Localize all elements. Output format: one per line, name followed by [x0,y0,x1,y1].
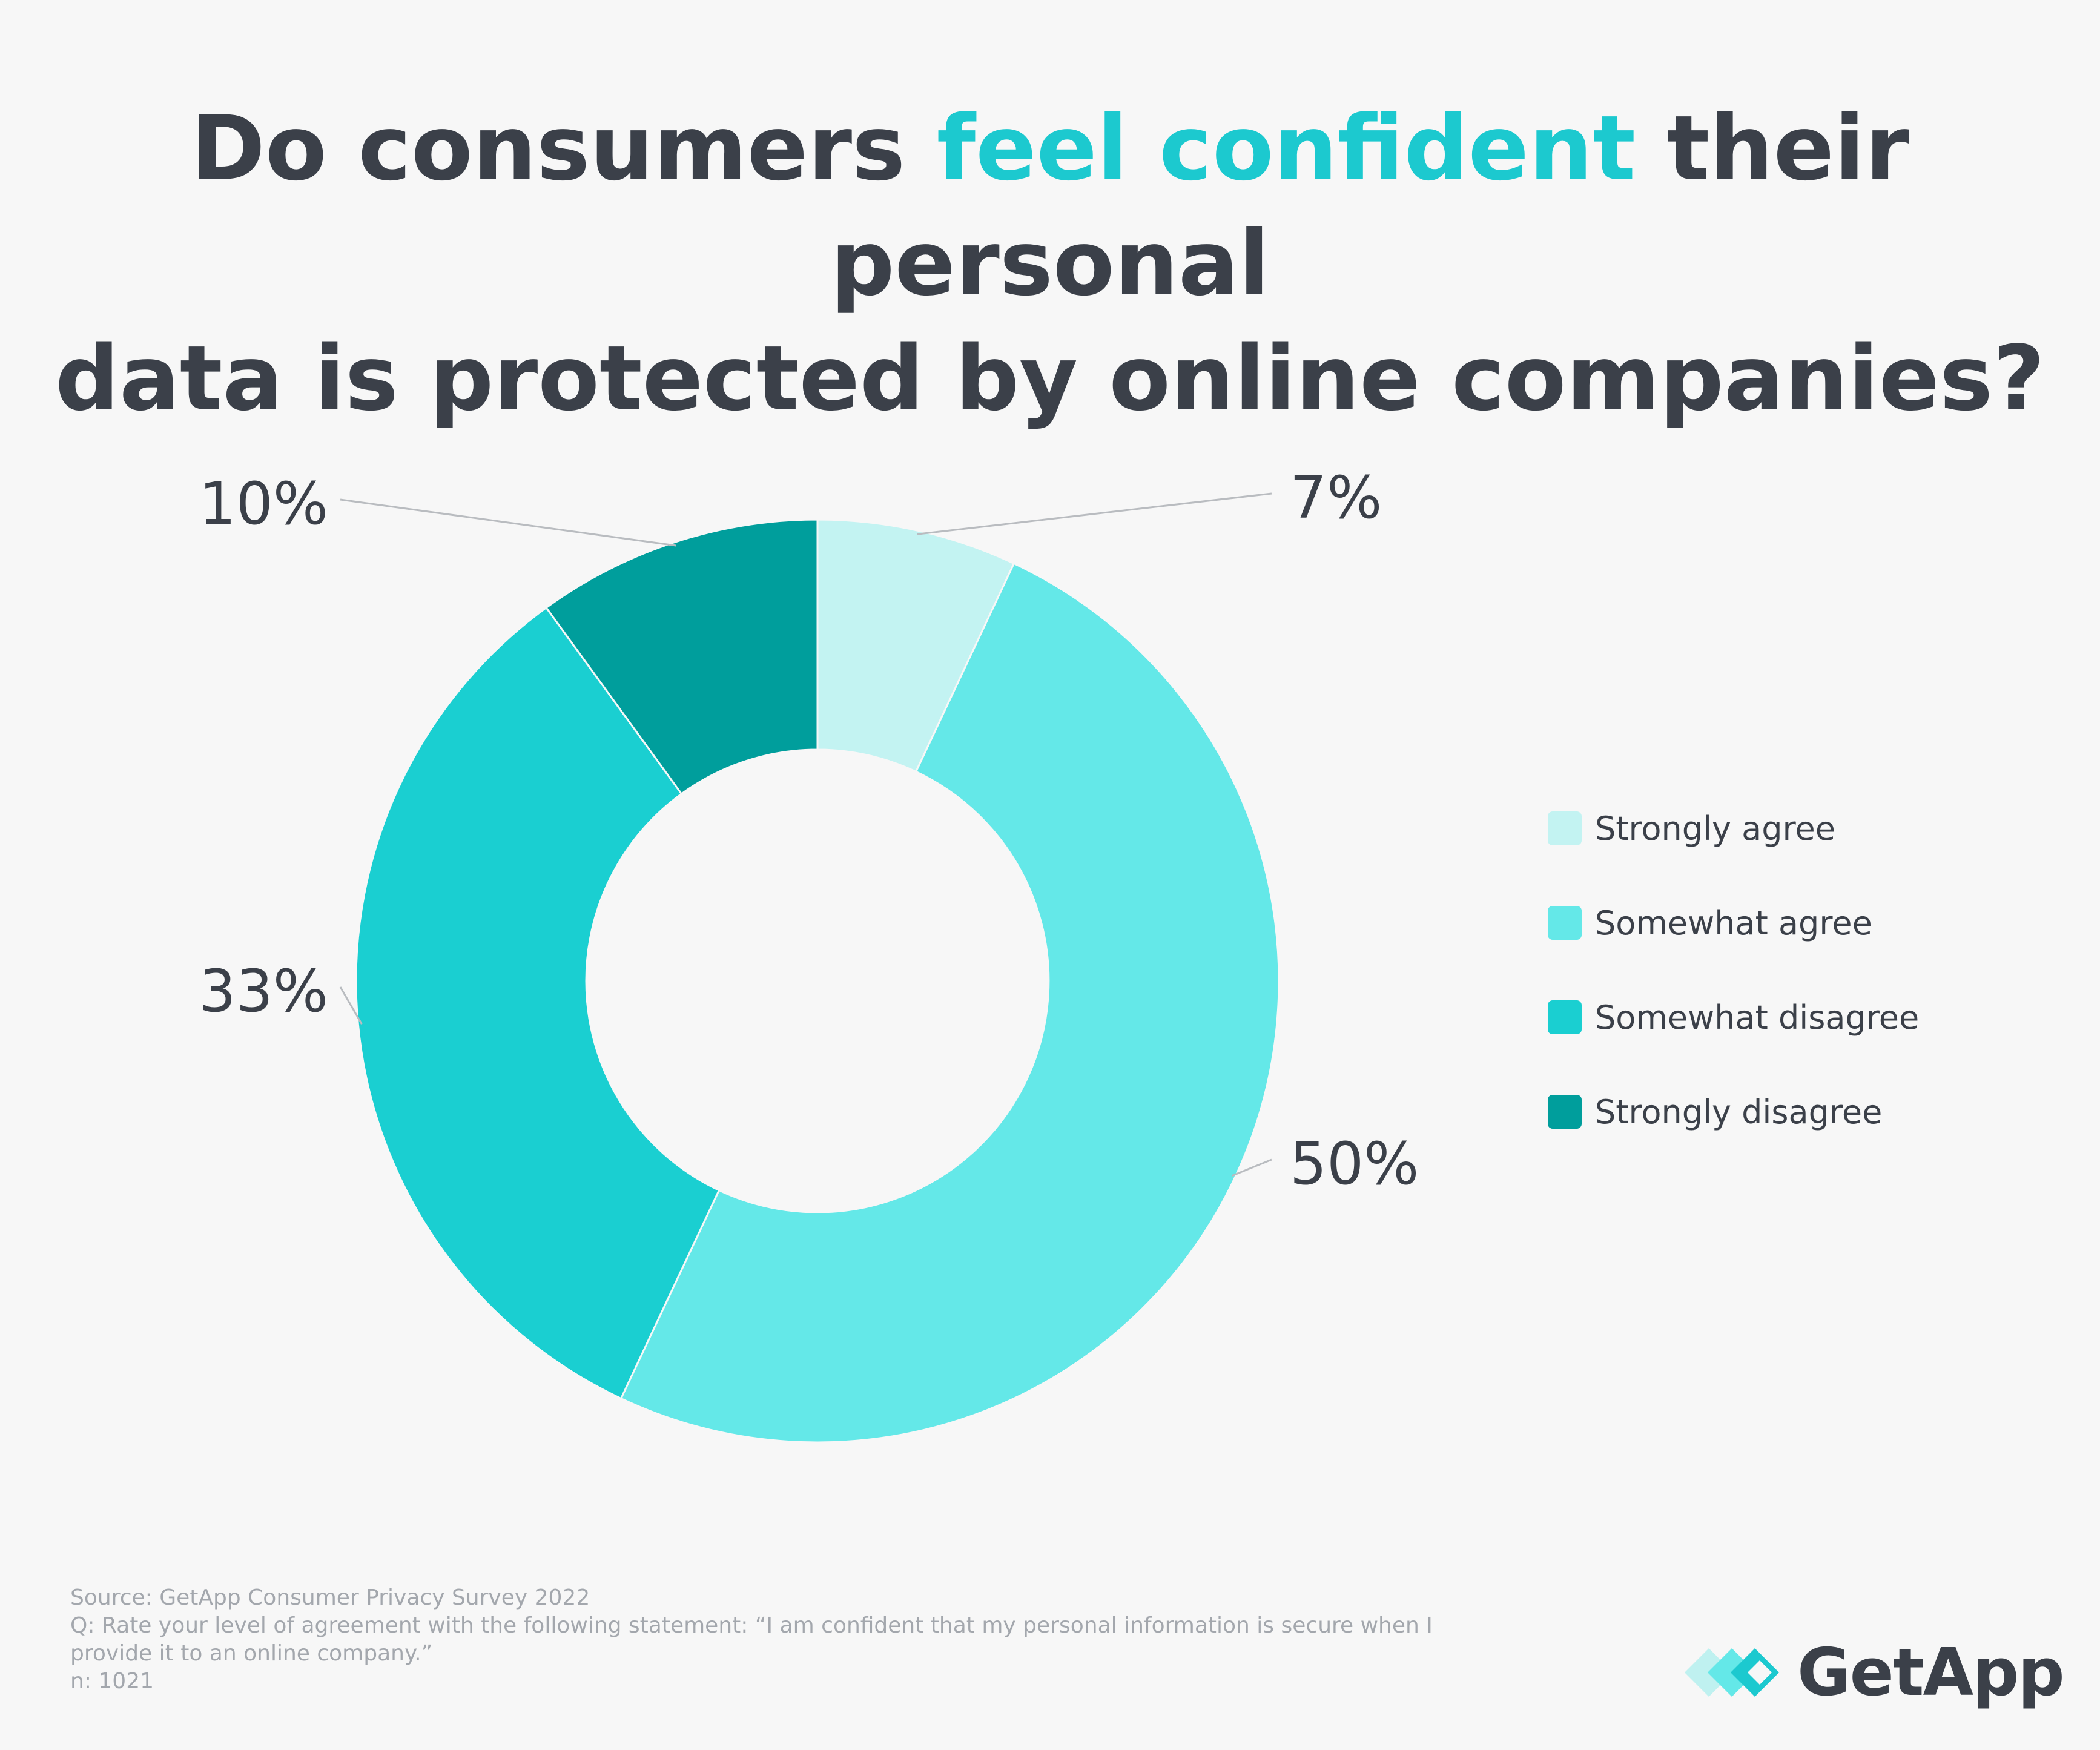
data-labels: 7% 50% 33% 10% [199,464,1419,1198]
legend-label: Strongly disagree [1595,1092,1883,1131]
data-label-strongly-agree: 7% [1290,464,1382,532]
data-label-somewhat-disagree: 33% [199,957,328,1025]
donut-slice-somewhat-disagree [355,606,721,1400]
legend-item-strongly-agree: Strongly agree [1548,809,1919,848]
legend-swatch [1548,811,1582,845]
leader-line-strongly-agree [917,492,1272,535]
title-line2: data is protected by online companies? [55,326,2045,431]
leader-line-strongly-disagree [340,498,676,547]
getapp-chevrons-icon [1685,1648,1779,1697]
question-note-line1: Q: Rate your level of agreement with the… [70,1613,1433,1638]
legend-label: Somewhat disagree [1595,998,1920,1037]
legend-label: Strongly agree [1595,809,1835,848]
donut-slices [355,518,1279,1442]
title-highlight: feel confident [936,96,1636,200]
legend: Strongly agree Somewhat agree Somewhat d… [1548,810,1919,1188]
legend-swatch [1548,1000,1582,1034]
footer-notes: Source: GetApp Consumer Privacy Survey 2… [70,1584,1524,1696]
legend-item-somewhat-disagree: Somewhat disagree [1548,998,1920,1037]
chart-title: Do consumers feel confident their person… [0,91,2100,436]
source-note: Source: GetApp Consumer Privacy Survey 2… [70,1585,590,1610]
label-leader-lines [339,492,1272,1177]
legend-item-somewhat-agree: Somewhat agree [1548,903,1919,942]
logo-wordmark: GetApp [1797,1634,2065,1711]
data-label-strongly-disagree: 10% [199,470,328,538]
title-pre: Do consumers [191,96,937,200]
donut-slice-strongly-agree [816,518,1015,773]
donut-slice-strongly-disagree [545,518,819,796]
leader-line-somewhat-agree [1231,1158,1272,1177]
legend-swatch [1548,1095,1582,1129]
legend-label: Somewhat agree [1595,903,1872,942]
title-post: their personal [830,96,1909,315]
donut-slice-somewhat-agree [621,564,1279,1442]
legend-swatch [1548,906,1582,940]
getapp-logo: GetApp [1685,1634,2065,1711]
data-label-somewhat-agree: 50% [1290,1130,1419,1198]
sample-size-note: n: 1021 [70,1669,154,1694]
leader-line-somewhat-disagree [339,986,363,1025]
question-note-line2: provide it to an online company.” [70,1641,433,1666]
legend-item-strongly-disagree: Strongly disagree [1548,1092,1919,1131]
